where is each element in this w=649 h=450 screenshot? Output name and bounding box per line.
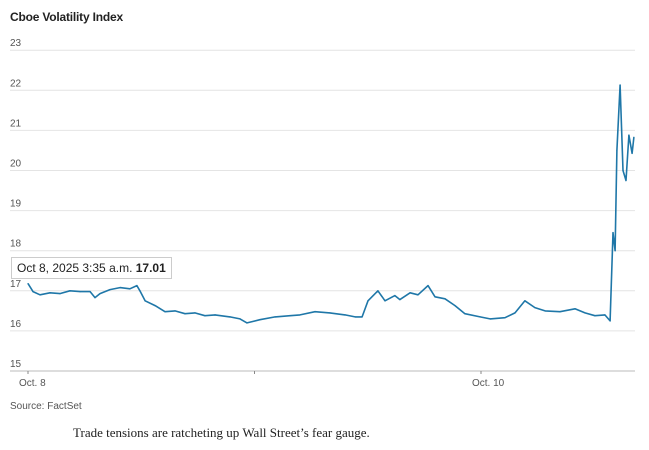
data-point bbox=[27, 282, 29, 285]
data-point bbox=[619, 84, 621, 86]
data-point bbox=[204, 315, 206, 317]
tooltip-label: Oct 8, 2025 3:35 a.m. bbox=[17, 261, 133, 275]
data-point bbox=[514, 312, 516, 314]
data-point bbox=[89, 291, 91, 293]
data-point bbox=[384, 300, 386, 302]
data-point bbox=[377, 290, 379, 292]
data-point bbox=[154, 305, 156, 307]
series-line-vix bbox=[27, 84, 635, 324]
data-point bbox=[584, 312, 586, 314]
data-point bbox=[417, 294, 419, 296]
data-point bbox=[99, 293, 101, 295]
data-point bbox=[299, 314, 301, 316]
data-point bbox=[609, 320, 611, 322]
data-point bbox=[119, 286, 121, 289]
data-point bbox=[32, 291, 34, 293]
data-point bbox=[394, 295, 396, 297]
data-point bbox=[631, 152, 633, 154]
data-point bbox=[229, 316, 231, 318]
y-tick-label: 15 bbox=[10, 359, 22, 370]
y-tick-label: 17 bbox=[10, 279, 22, 290]
data-point bbox=[616, 149, 618, 152]
data-point bbox=[464, 313, 466, 315]
data-point bbox=[409, 292, 411, 294]
data-point bbox=[79, 291, 81, 293]
x-tick-label: Oct. 8 bbox=[19, 378, 46, 389]
tooltip-value: 17.01 bbox=[135, 261, 166, 275]
data-point bbox=[194, 312, 196, 314]
data-point bbox=[109, 288, 111, 291]
data-point bbox=[49, 292, 51, 294]
data-point bbox=[144, 300, 146, 302]
data-point bbox=[259, 319, 261, 321]
chart-title: Cboe Volatility Index bbox=[10, 10, 123, 24]
hover-tooltip: Oct 8, 2025 3:35 a.m. 17.01 bbox=[11, 257, 172, 279]
data-point bbox=[246, 322, 248, 324]
data-point bbox=[59, 293, 61, 295]
y-tick-label: 20 bbox=[10, 159, 22, 170]
caption: Trade tensions are ratcheting up Wall St… bbox=[73, 425, 370, 440]
y-tick-label: 16 bbox=[10, 319, 22, 330]
data-point bbox=[504, 317, 506, 319]
data-point bbox=[214, 314, 216, 316]
data-point bbox=[625, 179, 627, 182]
data-point bbox=[399, 299, 401, 301]
data-point bbox=[329, 312, 331, 314]
data-point bbox=[184, 313, 186, 315]
data-point bbox=[354, 316, 356, 318]
y-tick-label: 23 bbox=[10, 38, 22, 49]
data-point bbox=[344, 314, 346, 316]
data-point bbox=[444, 298, 446, 300]
data-point bbox=[612, 232, 614, 234]
x-tick-label: Oct. 10 bbox=[472, 378, 505, 389]
data-point bbox=[289, 315, 291, 317]
data-point bbox=[367, 300, 369, 302]
data-point bbox=[434, 296, 436, 298]
data-point bbox=[559, 311, 561, 313]
data-point bbox=[94, 297, 96, 299]
data-point bbox=[239, 318, 241, 320]
data-point bbox=[174, 310, 176, 312]
data-point bbox=[544, 310, 546, 312]
data-point bbox=[314, 311, 316, 313]
data-point bbox=[628, 134, 630, 136]
data-point bbox=[69, 290, 71, 292]
data-point bbox=[136, 284, 138, 287]
data-point bbox=[534, 307, 536, 309]
y-tick-label: 18 bbox=[10, 239, 22, 250]
data-point bbox=[129, 288, 131, 290]
data-point bbox=[139, 290, 141, 292]
data-point bbox=[622, 169, 624, 172]
line-chart[interactable]: 15 16 17 18 19 20 21 22 23 Oct. 8 Oct. 10 bbox=[0, 0, 649, 400]
data-point bbox=[479, 316, 481, 318]
data-point bbox=[489, 318, 491, 320]
data-point bbox=[633, 136, 635, 138]
data-point bbox=[39, 294, 41, 296]
data-point bbox=[594, 315, 596, 317]
data-point bbox=[524, 300, 526, 302]
data-point bbox=[427, 284, 429, 287]
data-point bbox=[604, 314, 606, 316]
data-point bbox=[574, 308, 576, 310]
data-point bbox=[274, 316, 276, 318]
y-tick-label: 19 bbox=[10, 199, 22, 210]
y-tick-label: 21 bbox=[10, 118, 22, 129]
data-point bbox=[614, 250, 616, 252]
y-tick-label: 22 bbox=[10, 78, 22, 89]
data-point bbox=[164, 311, 166, 313]
data-point bbox=[454, 305, 456, 307]
data-point bbox=[361, 316, 363, 318]
source-note: Source: FactSet bbox=[10, 401, 82, 412]
